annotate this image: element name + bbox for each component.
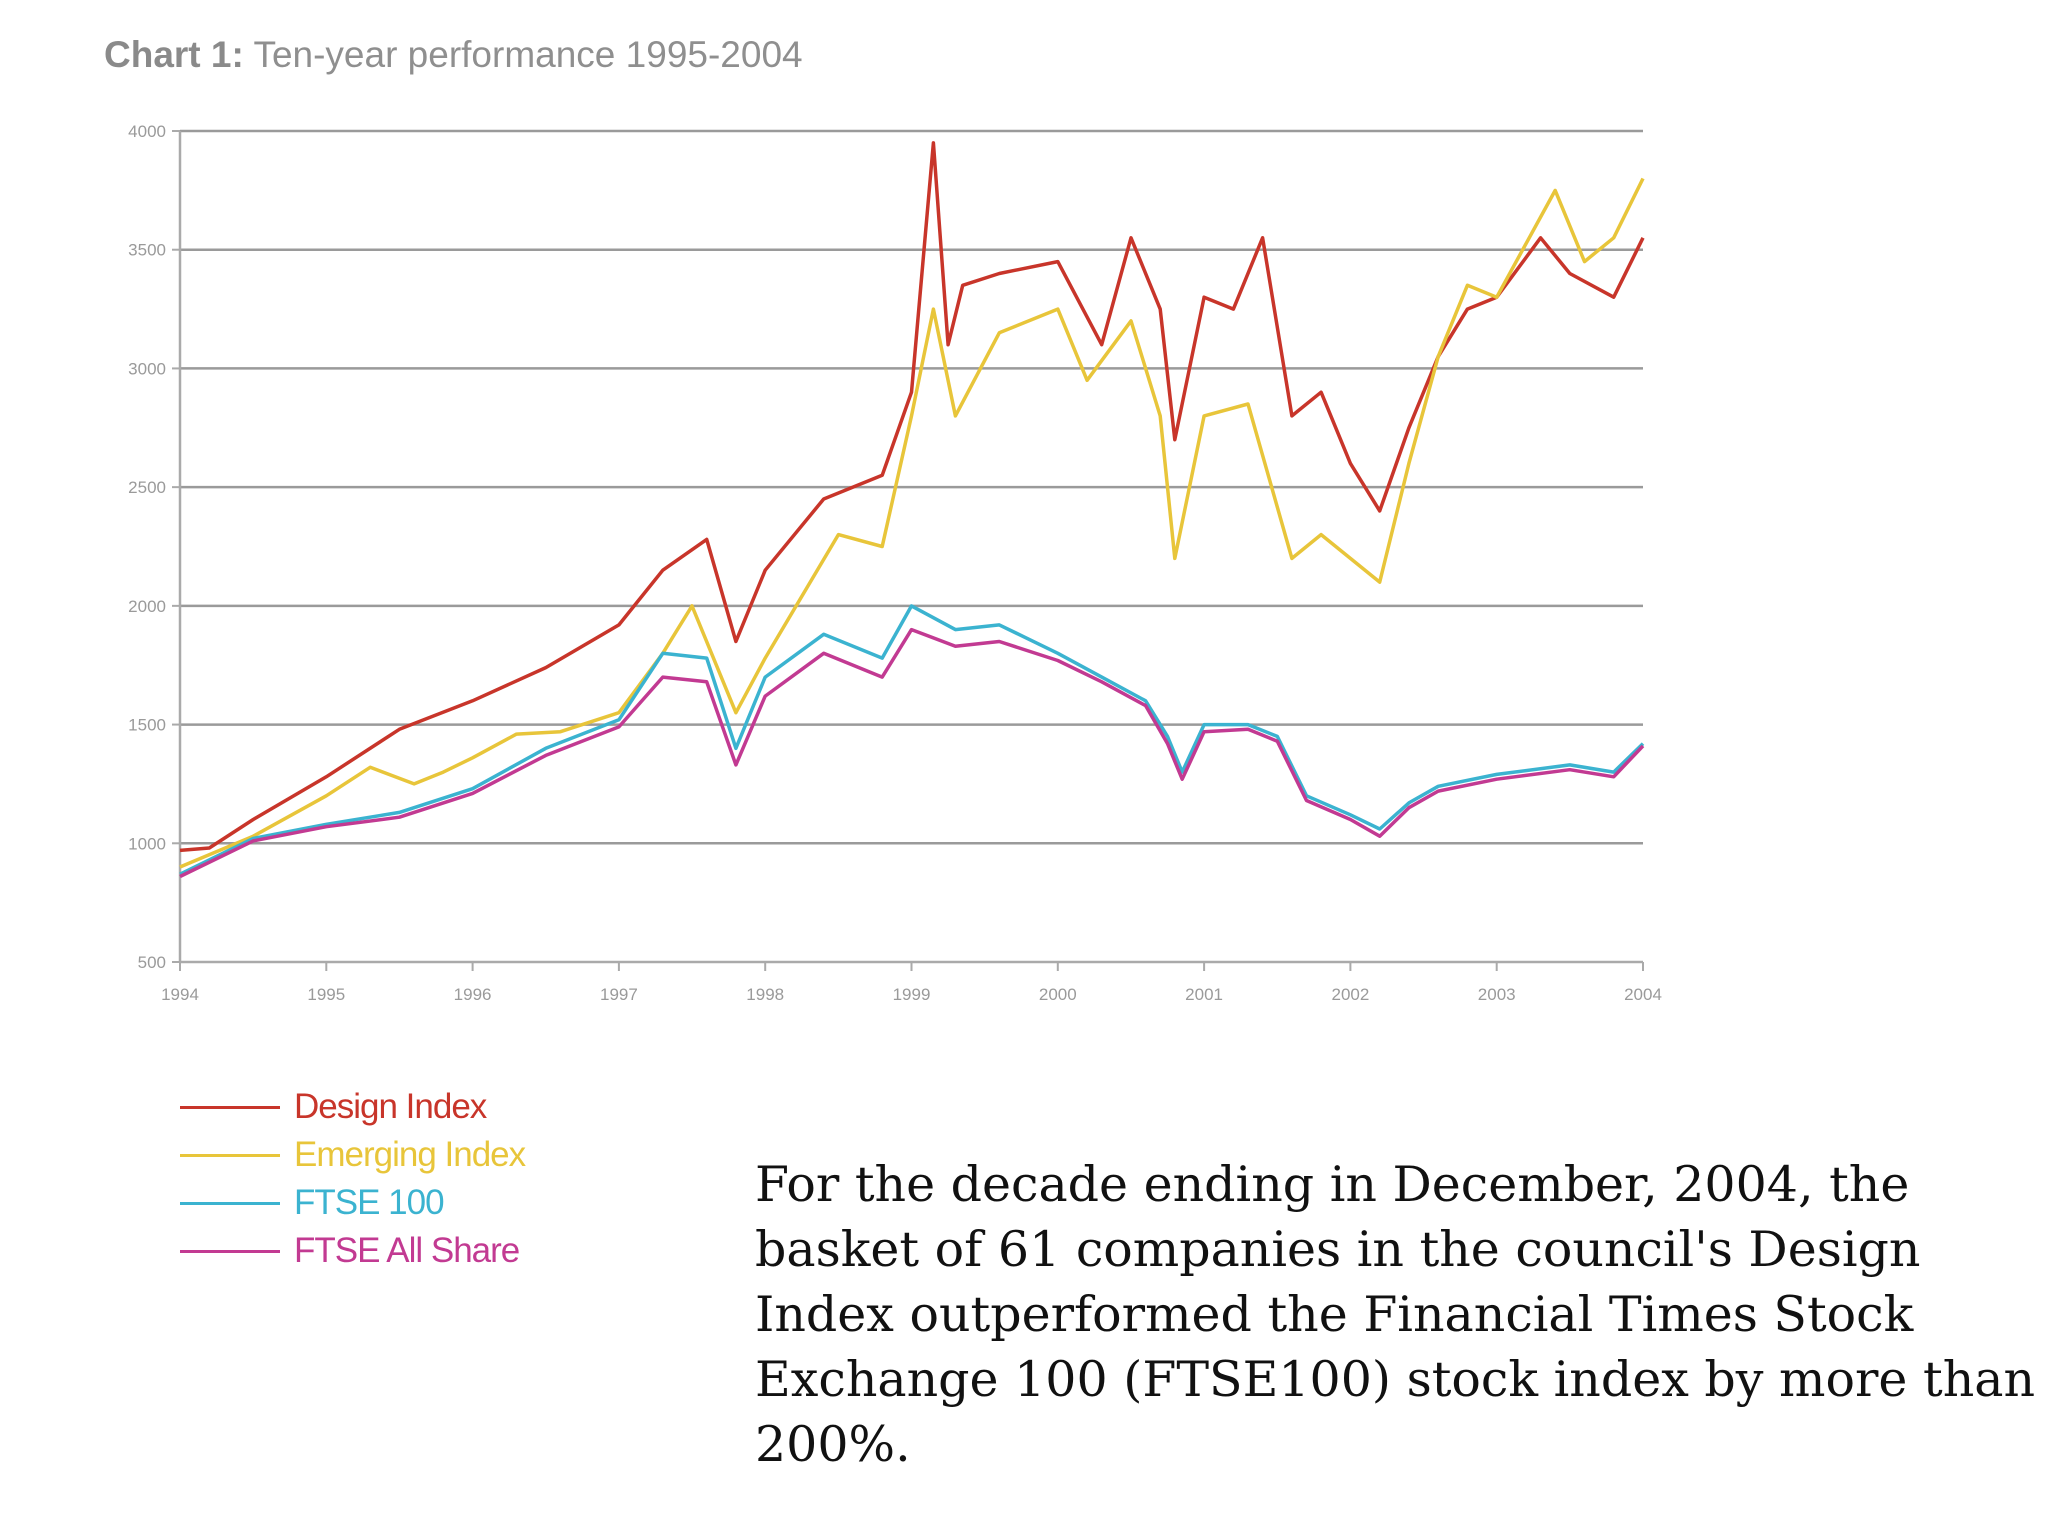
x-tick-label-1999: 1999	[893, 985, 931, 1004]
series-line-ftse-100	[179, 604, 1645, 876]
x-tick-label-2000: 2000	[1039, 985, 1077, 1004]
y-tick-label-2000: 2000	[128, 597, 166, 616]
y-tick-label-1500: 1500	[128, 716, 166, 735]
legend-swatch-design-index	[180, 1105, 280, 1109]
y-tick-label-500: 500	[138, 953, 166, 972]
legend-label-emerging-index: Emerging Index	[294, 1135, 526, 1174]
series-line-emerging-index	[179, 177, 1645, 869]
legend-swatch-ftse-100	[180, 1201, 280, 1205]
axes: 500 1000 1500 2000 2500 3000 3500 4000 1994 1995 1…	[128, 122, 1662, 1004]
chart-title-prefix: Chart 1:	[104, 34, 244, 75]
legend-item-design-index: Design Index	[180, 1083, 525, 1131]
x-tick-label-1998: 1998	[746, 985, 784, 1004]
y-tick-label-2500: 2500	[128, 478, 166, 497]
x-tick-label-2004: 2004	[1624, 985, 1662, 1004]
legend-item-ftse-all-share: FTSE All Share	[180, 1227, 525, 1275]
legend: Design Index Emerging Index FTSE 100 FTS…	[180, 1083, 526, 1275]
legend-swatch-ftse-all-share	[180, 1249, 280, 1253]
legend-swatch-emerging-index	[180, 1153, 280, 1157]
x-tick-label-1997: 1997	[600, 985, 638, 1004]
x-tick-label-1995: 1995	[307, 985, 345, 1004]
series-line-design-index	[179, 141, 1645, 853]
x-tick-label-2001: 2001	[1185, 985, 1223, 1004]
chart-title: Chart 1: Ten-year performance 1995-2004	[104, 34, 803, 76]
legend-item-ftse-100: FTSE 100	[180, 1179, 525, 1227]
y-tick-label-3000: 3000	[128, 359, 166, 378]
caption-text: For the decade ending in December, 2004,…	[755, 1156, 2036, 1473]
series-lines	[179, 141, 1645, 879]
y-tick-label-1000: 1000	[128, 834, 166, 853]
chart-title-text: Ten-year performance 1995-2004	[253, 34, 803, 75]
series-line-ftse-all-share	[179, 627, 1645, 879]
x-tick-label-2002: 2002	[1331, 985, 1369, 1004]
gridlines	[180, 129, 1643, 845]
legend-label-design-index: Design Index	[294, 1087, 487, 1126]
y-tick-label-4000: 4000	[128, 122, 166, 141]
legend-label-ftse-all-share: FTSE All Share	[294, 1231, 520, 1270]
x-tick-label-1994: 1994	[161, 985, 199, 1004]
y-tick-label-3500: 3500	[128, 241, 166, 260]
x-tick-label-1996: 1996	[454, 985, 492, 1004]
legend-label-ftse-100: FTSE 100	[294, 1183, 445, 1222]
x-tick-label-2003: 2003	[1478, 985, 1516, 1004]
legend-item-emerging-index: Emerging Index	[180, 1131, 526, 1179]
